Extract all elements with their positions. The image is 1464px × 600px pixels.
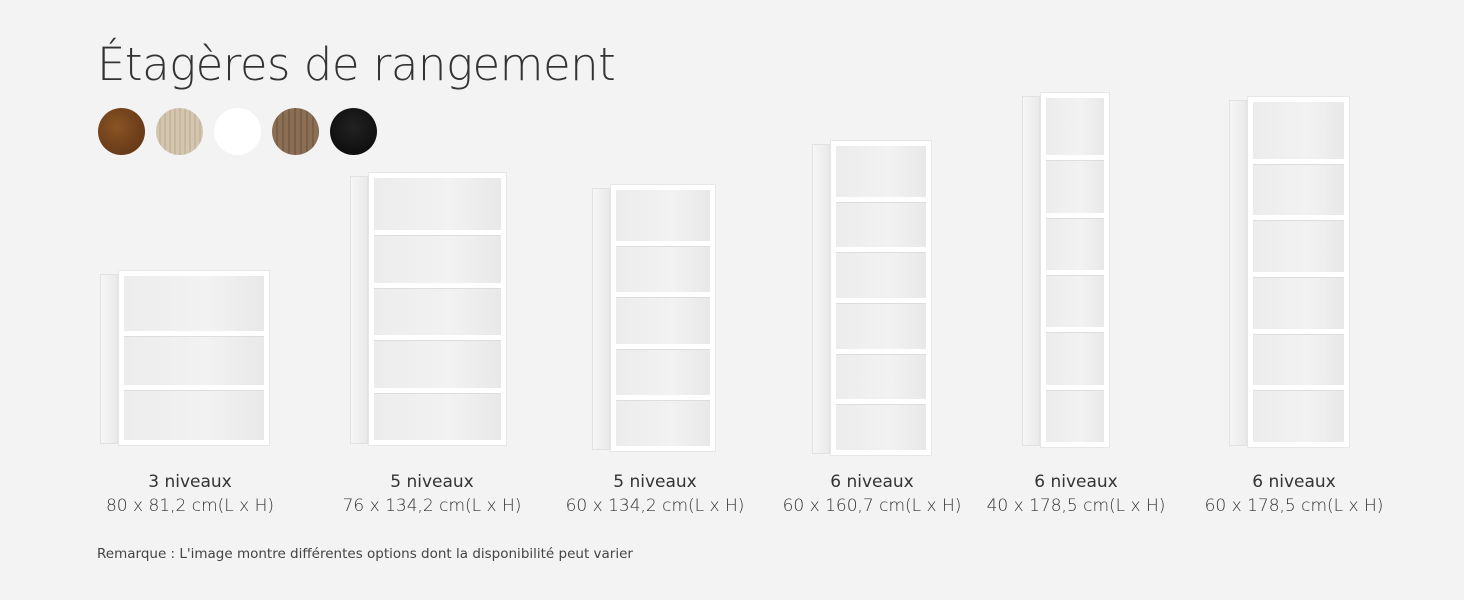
side-panel	[1229, 100, 1247, 446]
shelf-board	[836, 348, 926, 355]
tiers-label: 3 niveaux	[148, 472, 232, 492]
shelf-board	[374, 230, 501, 237]
shelf-interior	[836, 146, 926, 450]
side-panel	[350, 176, 368, 444]
page-title: Étagères de rangement	[97, 38, 616, 91]
shelf-board	[1253, 272, 1344, 278]
shelf-board	[374, 282, 501, 289]
shelf-board	[1253, 328, 1344, 335]
shelf-board	[1046, 270, 1104, 276]
shelf-board	[1046, 327, 1104, 334]
shelf-frame	[830, 140, 932, 456]
shelf-interior	[616, 190, 710, 446]
shelf-board	[616, 292, 710, 299]
product-label: 3 niveaux 80 x 81,2 cm(L x H)	[70, 470, 310, 518]
color-swatch-light-oak[interactable]	[156, 108, 203, 155]
shelf-board	[836, 399, 926, 406]
shelf-interior	[1253, 102, 1344, 442]
bookshelf-image	[350, 172, 507, 446]
tiers-label: 5 niveaux	[390, 472, 474, 492]
side-panel	[592, 188, 610, 450]
shelf-frame	[1040, 92, 1110, 448]
dimensions-label: 60 x 160,7 cm(L x H)	[782, 496, 962, 516]
tiers-label: 5 niveaux	[613, 472, 697, 492]
shelf-board	[1253, 158, 1344, 165]
shelf-board	[836, 196, 926, 203]
availability-note: Remarque : L'image montre différentes op…	[97, 546, 633, 562]
bookshelf-image	[1229, 96, 1350, 448]
shelf-board	[616, 394, 710, 401]
shelf-frame	[610, 184, 716, 452]
bookshelf-image	[100, 270, 270, 446]
tiers-label: 6 niveaux	[830, 472, 914, 492]
dimensions-label: 80 x 81,2 cm(L x H)	[105, 496, 275, 516]
shelf-interior	[374, 178, 501, 440]
bookshelf-image	[812, 140, 932, 456]
dimensions-label: 40 x 178,5 cm(L x H)	[986, 496, 1166, 516]
color-swatch-white[interactable]	[214, 108, 261, 155]
shelf-interior	[124, 276, 264, 440]
dimensions-label: 76 x 134,2 cm(L x H)	[342, 496, 522, 516]
shelf-frame	[118, 270, 270, 446]
side-panel	[100, 274, 118, 444]
bookshelf-image	[1022, 92, 1110, 448]
side-panel	[1022, 96, 1040, 446]
dimensions-label: 60 x 134,2 cm(L x H)	[565, 496, 745, 516]
shelf-frame	[1247, 96, 1350, 448]
product-label: 6 niveaux 40 x 178,5 cm(L x H)	[956, 470, 1196, 518]
product-label: 6 niveaux 60 x 178,5 cm(L x H)	[1174, 470, 1414, 518]
product-label: 5 niveaux 60 x 134,2 cm(L x H)	[535, 470, 775, 518]
shelf-board	[374, 335, 501, 342]
color-swatch-walnut[interactable]	[272, 108, 319, 155]
product-label: 6 niveaux 60 x 160,7 cm(L x H)	[752, 470, 992, 518]
shelf-board	[616, 241, 710, 248]
product-label: 5 niveaux 76 x 134,2 cm(L x H)	[312, 470, 552, 518]
shelf-board	[1253, 385, 1344, 392]
shelf-board	[1046, 155, 1104, 162]
color-swatches	[98, 108, 377, 155]
tiers-label: 6 niveaux	[1034, 472, 1118, 492]
color-swatch-black[interactable]	[330, 108, 377, 155]
shelf-board	[1046, 384, 1104, 391]
side-panel	[812, 144, 830, 454]
bookshelf-image	[592, 184, 716, 452]
shelf-board	[836, 247, 926, 254]
shelf-board	[1046, 212, 1104, 219]
shelf-board	[374, 387, 501, 394]
shelf-board	[124, 385, 264, 392]
color-swatch-rustic-brown[interactable]	[98, 108, 145, 155]
shelf-board	[836, 298, 926, 304]
tiers-label: 6 niveaux	[1252, 472, 1336, 492]
dimensions-label: 60 x 178,5 cm(L x H)	[1204, 496, 1384, 516]
shelf-board	[1253, 215, 1344, 222]
shelf-board	[616, 343, 710, 350]
shelf-interior	[1046, 98, 1104, 442]
shelf-frame	[368, 172, 507, 446]
shelf-board	[124, 330, 264, 337]
